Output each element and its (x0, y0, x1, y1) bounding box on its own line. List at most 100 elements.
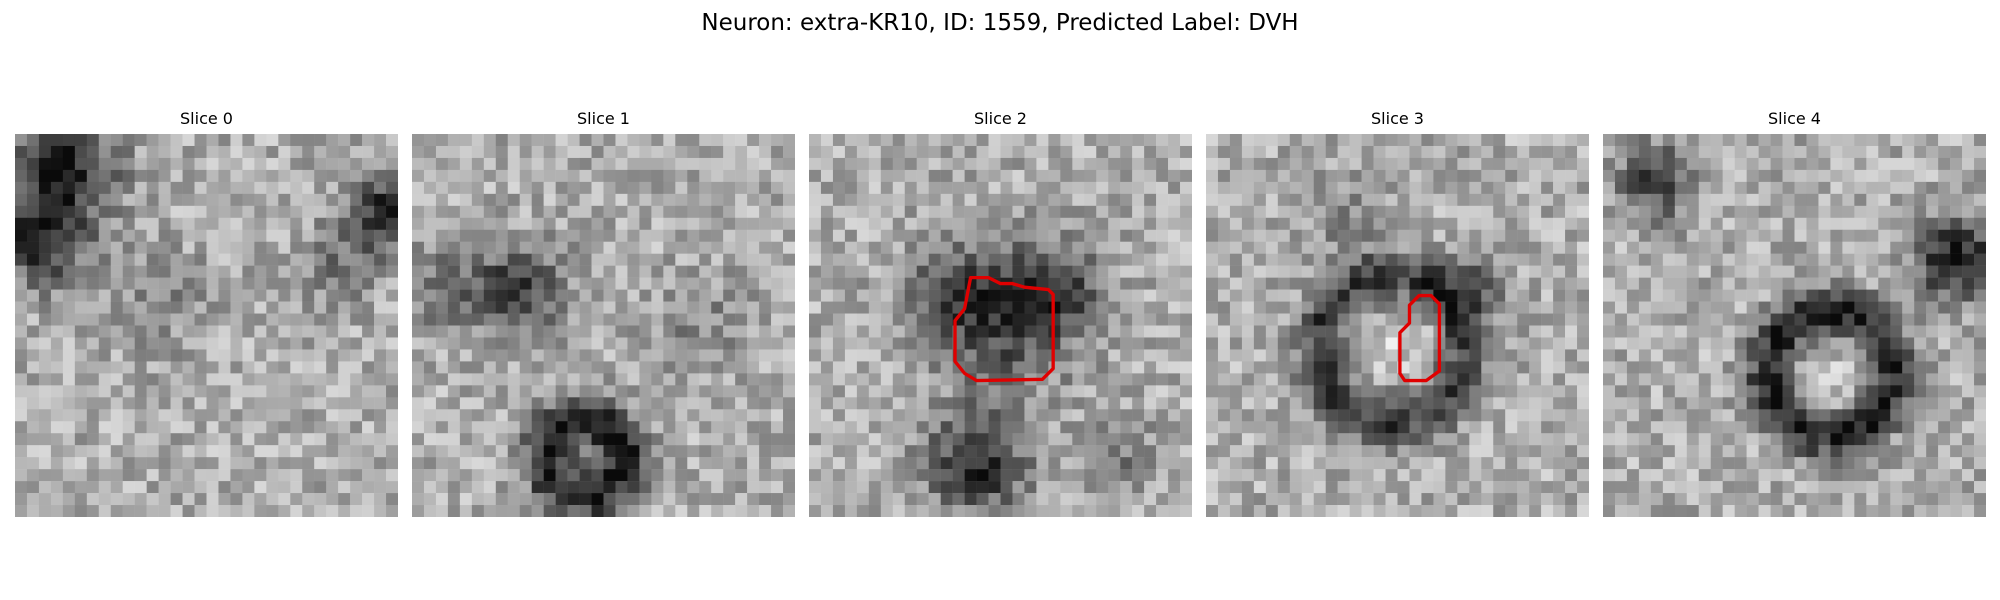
pixel (50, 229, 64, 242)
pixel (50, 361, 64, 374)
pixel (1265, 193, 1279, 207)
pixel (1662, 457, 1676, 470)
pixel (218, 301, 231, 314)
pixel (1577, 349, 1589, 362)
pixel (1577, 493, 1589, 506)
pixel (1373, 505, 1386, 517)
pixel (1782, 229, 1795, 242)
pixel (1433, 397, 1446, 410)
pixel (1674, 265, 1688, 278)
pixel (1132, 433, 1145, 446)
pixel (988, 385, 1001, 398)
pixel (1132, 469, 1145, 482)
pixel (1553, 457, 1566, 470)
pixel (759, 433, 772, 446)
pixel (1012, 241, 1025, 254)
pixel (1662, 445, 1676, 458)
pixel (290, 337, 303, 350)
pixel (1782, 457, 1795, 470)
pixel (98, 289, 111, 302)
pixel (1734, 217, 1747, 230)
pixel (1144, 457, 1157, 470)
pixel (1337, 253, 1350, 266)
pixel (675, 493, 688, 506)
pixel (1156, 445, 1169, 458)
pixel (471, 421, 485, 434)
pixel (278, 253, 291, 266)
pixel (639, 445, 652, 458)
pixel (326, 433, 339, 446)
pixel (747, 145, 760, 159)
pixel (1650, 385, 1664, 398)
pixel (1084, 241, 1097, 254)
pixel (1253, 265, 1267, 278)
pixel (1517, 193, 1530, 207)
pixel (1650, 229, 1664, 242)
pixel (507, 385, 520, 398)
pixel (543, 289, 556, 302)
pixel (964, 409, 977, 422)
pixel (1241, 241, 1255, 254)
pixel (122, 469, 135, 482)
pixel (1926, 193, 1939, 207)
pixel (591, 493, 604, 506)
pixel (1313, 193, 1326, 207)
pixel (1217, 505, 1231, 517)
pixel (1770, 229, 1783, 242)
pixel (1301, 397, 1314, 410)
pixel (1206, 349, 1219, 362)
pixel (15, 397, 28, 410)
pixel (1168, 433, 1181, 446)
pixel (555, 205, 568, 219)
pixel (940, 433, 953, 446)
pixel (639, 337, 652, 350)
pixel (639, 145, 652, 159)
pixel (1325, 349, 1338, 362)
pixel (1746, 145, 1759, 159)
pixel (1457, 397, 1470, 410)
pixel (1878, 445, 1891, 458)
pixel (735, 337, 748, 350)
pixel (1385, 301, 1398, 314)
pixel (134, 325, 147, 338)
pixel (122, 217, 135, 230)
pixel (675, 145, 688, 159)
pixel (1626, 253, 1640, 266)
pixel (1132, 361, 1145, 374)
pixel (988, 169, 1001, 183)
pixel (1206, 385, 1219, 398)
pixel (412, 421, 425, 434)
pixel (1650, 265, 1664, 278)
pixel (110, 397, 123, 410)
pixel (15, 409, 28, 422)
pixel (471, 481, 485, 494)
pixel (711, 217, 724, 230)
pixel (1301, 313, 1314, 326)
pixel (1409, 301, 1422, 314)
pixel (362, 277, 375, 290)
pixel (1866, 337, 1879, 350)
pixel (1626, 361, 1640, 374)
pixel (1060, 253, 1073, 266)
pixel (1096, 301, 1109, 314)
pixel (206, 289, 219, 302)
pixel (374, 481, 387, 494)
pixel (1770, 409, 1783, 422)
pixel (146, 457, 159, 470)
pixel (1614, 397, 1628, 410)
pixel (809, 134, 822, 147)
pixel (302, 253, 315, 266)
pixel (1481, 481, 1494, 494)
pixel (1722, 445, 1735, 458)
pixel (1457, 349, 1470, 362)
pixel (1626, 205, 1640, 219)
pixel (218, 145, 231, 159)
pixel (1529, 134, 1542, 147)
pixel (1457, 181, 1470, 195)
pixel (1806, 193, 1819, 207)
pixel (1481, 433, 1494, 446)
pixel (723, 217, 736, 230)
pixel (206, 397, 219, 410)
pixel (519, 409, 532, 422)
pixel (856, 134, 870, 147)
